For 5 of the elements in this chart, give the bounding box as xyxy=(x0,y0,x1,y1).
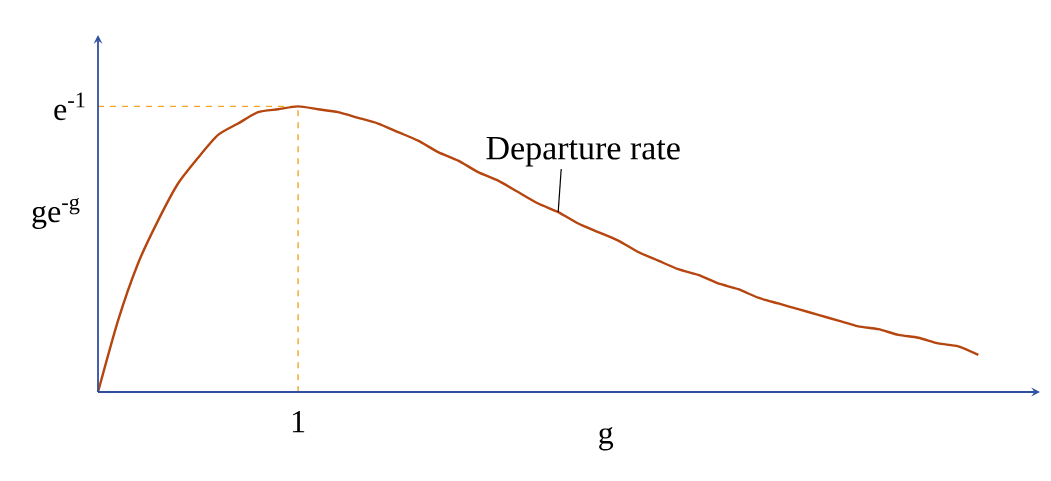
text: 1 xyxy=(292,411,305,433)
ref-line-label: e$^{-1}$ xyxy=(54,92,85,121)
x-axis-title: g xyxy=(599,427,614,451)
annotation: Departure rate xyxy=(486,136,680,167)
y-axis-title: ge$^{-g}$ xyxy=(32,198,80,229)
